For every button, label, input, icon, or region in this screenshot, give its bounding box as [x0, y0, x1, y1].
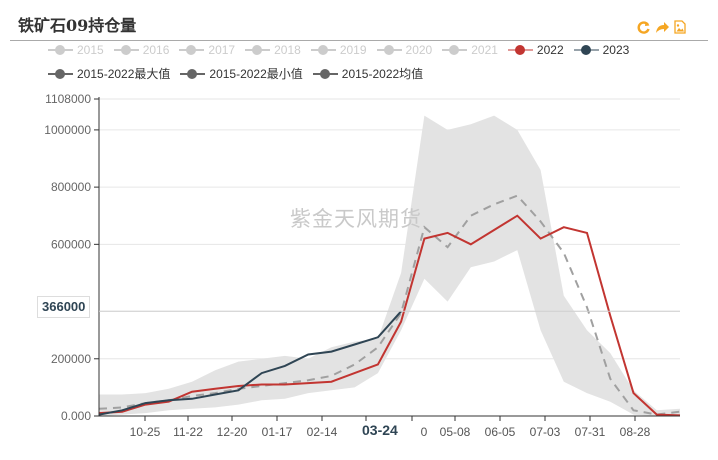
- legend-marker-icon: [310, 43, 336, 57]
- x-tick-label: 11-22: [173, 425, 203, 439]
- legend-item-2022[interactable]: 2022: [507, 43, 564, 57]
- y-tick-label: 1108000: [45, 92, 91, 106]
- restore-icon[interactable]: [637, 20, 651, 34]
- legend-label: 2021: [471, 43, 498, 57]
- y-tick-label: 600000: [51, 237, 91, 251]
- y-axis-pointer-label: 366000: [37, 296, 91, 318]
- legend-label: 2016: [142, 43, 170, 57]
- legend-label: 2019: [339, 43, 367, 57]
- x-tick-label: 02-14: [307, 425, 338, 439]
- y-tick-label: 1000000: [44, 123, 91, 137]
- x-tick-label: 0: [421, 425, 428, 439]
- x-axis-pointer-label: 03-24: [362, 422, 398, 438]
- series-2022-line: [98, 214, 681, 417]
- legend-label: 2022: [536, 43, 564, 57]
- legend-item-2016[interactable]: 2016: [113, 43, 170, 57]
- legend-marker-icon: [48, 67, 73, 81]
- legend-row-stats: 2015-2022最大值 2015-2022最小值 2015-2022均值: [48, 65, 433, 82]
- save-image-icon[interactable]: [673, 20, 687, 34]
- legend-marker-icon: [376, 43, 402, 57]
- legend-label: 2023: [602, 43, 630, 57]
- legend-marker-icon: [48, 43, 73, 57]
- legend-item-2018[interactable]: 2018: [245, 43, 301, 57]
- series-2023-line: [98, 310, 402, 416]
- x-tick-label: 10-25: [130, 425, 161, 439]
- legend-marker-icon: [245, 43, 271, 57]
- legend-label: 2015-2022均值: [341, 67, 424, 81]
- legend-label: 2015-2022最大值: [77, 67, 171, 81]
- y-tick-label: 200000: [51, 352, 91, 366]
- legend-marker-icon: [180, 67, 206, 81]
- x-tick-label: 01-17: [262, 425, 293, 439]
- legend-label: 2018: [274, 43, 301, 57]
- legend-row-years: 2015 2016 2017 2018 2019 2020 2021 2022 2023: [48, 43, 639, 57]
- legend-marker-icon: [507, 43, 533, 57]
- legend-item-2019[interactable]: 2019: [310, 43, 367, 57]
- legend-marker-icon: [312, 67, 338, 81]
- legend-item-2021[interactable]: 2021: [442, 43, 498, 57]
- toolbox: [637, 20, 687, 34]
- chart-title: 铁矿石09持仓量: [18, 16, 137, 35]
- x-tick-label: 05-08: [440, 425, 471, 439]
- legend-item-2015-2022均值[interactable]: 2015-2022均值: [312, 65, 424, 82]
- data-view-icon[interactable]: [655, 20, 669, 34]
- legend-item-2020[interactable]: 2020: [376, 43, 433, 57]
- y-tick-label: 800000: [51, 180, 91, 194]
- legend-label: 2017: [208, 43, 236, 57]
- title-divider: [10, 40, 708, 41]
- max-min-band: [99, 115, 680, 416]
- legend-label: 2015-2022最小值: [209, 67, 303, 81]
- legend-marker-icon: [442, 43, 468, 57]
- x-tick-label: 12-20: [217, 425, 248, 439]
- watermark: 紫金天风期货: [290, 208, 422, 231]
- legend-item-2015-2022最小值[interactable]: 2015-2022最小值: [180, 65, 303, 82]
- x-tick-label: 08-28: [620, 425, 651, 439]
- legend-item-2015-2022最大值[interactable]: 2015-2022最大值: [48, 65, 170, 82]
- y-tick-label: 0.000: [61, 409, 91, 423]
- x-tick-label: 07-03: [530, 425, 561, 439]
- legend-label: 2015: [77, 43, 104, 57]
- series-mean-line: [98, 194, 681, 416]
- legend-item-2017[interactable]: 2017: [179, 43, 235, 57]
- legend-marker-icon: [179, 43, 205, 57]
- legend-item-2015[interactable]: 2015: [48, 43, 104, 57]
- legend-marker-icon: [573, 43, 599, 57]
- legend-label: 2020: [405, 43, 433, 57]
- x-tick-label: 07-31: [575, 425, 606, 439]
- x-tick-label: 06-05: [485, 425, 516, 439]
- legend-marker-icon: [113, 43, 139, 57]
- legend-item-2023[interactable]: 2023: [573, 43, 630, 57]
